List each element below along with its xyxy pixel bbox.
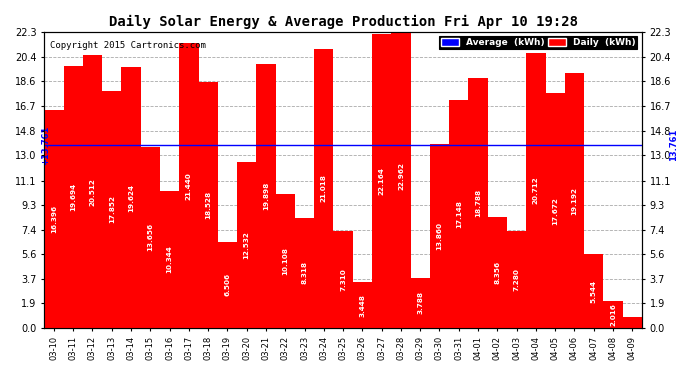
Bar [469, 78, 488, 328]
Bar [160, 190, 179, 328]
Text: 5.544: 5.544 [591, 280, 597, 303]
Bar [507, 231, 526, 328]
Text: 19.624: 19.624 [128, 184, 134, 212]
Text: 17.852: 17.852 [109, 195, 115, 223]
Text: +13.761: +13.761 [41, 126, 50, 165]
Bar [314, 49, 333, 328]
Text: 7.280: 7.280 [513, 268, 520, 291]
Bar [430, 144, 449, 328]
Bar [218, 242, 237, 328]
Bar [449, 100, 469, 328]
Bar [257, 64, 275, 328]
Text: 19.192: 19.192 [571, 187, 578, 214]
Bar [295, 217, 314, 328]
Bar [275, 194, 295, 328]
Bar [603, 302, 622, 328]
Bar [141, 147, 160, 328]
Text: 3.788: 3.788 [417, 291, 423, 314]
Bar [121, 67, 141, 328]
Text: 8.318: 8.318 [302, 261, 308, 284]
Bar [179, 43, 199, 328]
Bar [372, 33, 391, 328]
Bar [391, 23, 411, 328]
Text: 22.962: 22.962 [398, 162, 404, 189]
Bar [565, 73, 584, 328]
Text: 12.532: 12.532 [244, 231, 250, 259]
Text: 13.860: 13.860 [437, 222, 442, 250]
Text: 10.344: 10.344 [166, 246, 172, 273]
Text: 13.761: 13.761 [669, 129, 678, 161]
Text: 8.356: 8.356 [494, 261, 500, 284]
Text: Copyright 2015 Cartronics.com: Copyright 2015 Cartronics.com [50, 40, 206, 50]
Text: 17.672: 17.672 [552, 197, 558, 225]
Bar [353, 282, 372, 328]
Legend: Average  (kWh), Daily  (kWh): Average (kWh), Daily (kWh) [440, 36, 638, 49]
Text: 20.712: 20.712 [533, 177, 539, 204]
Bar [63, 66, 83, 328]
Text: 19.694: 19.694 [70, 183, 76, 211]
Bar [237, 162, 257, 328]
Bar [102, 91, 121, 328]
Bar [526, 53, 546, 328]
Text: 17.148: 17.148 [456, 200, 462, 228]
Bar [584, 254, 603, 328]
Bar [488, 217, 507, 328]
Bar [546, 93, 565, 328]
Text: 20.512: 20.512 [90, 178, 95, 206]
Text: 19.898: 19.898 [263, 182, 269, 210]
Bar [44, 110, 63, 328]
Text: 18.788: 18.788 [475, 189, 481, 217]
Text: 22.164: 22.164 [379, 167, 384, 195]
Text: 3.448: 3.448 [359, 294, 366, 316]
Bar [199, 82, 218, 328]
Title: Daily Solar Energy & Average Production Fri Apr 10 19:28: Daily Solar Energy & Average Production … [108, 15, 578, 29]
Text: 18.528: 18.528 [205, 191, 211, 219]
Bar [622, 317, 642, 328]
Text: 21.440: 21.440 [186, 172, 192, 200]
Text: 13.656: 13.656 [147, 223, 153, 251]
Text: 10.108: 10.108 [282, 247, 288, 275]
Bar [333, 231, 353, 328]
Text: 16.396: 16.396 [51, 205, 57, 233]
Text: 2.016: 2.016 [610, 303, 616, 326]
Bar [83, 56, 102, 328]
Text: 6.506: 6.506 [224, 273, 230, 296]
Text: 7.310: 7.310 [340, 268, 346, 291]
Bar [411, 278, 430, 328]
Text: 21.018: 21.018 [321, 174, 327, 202]
